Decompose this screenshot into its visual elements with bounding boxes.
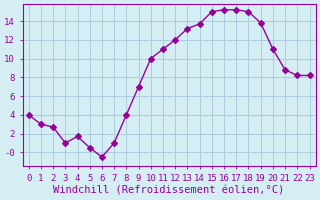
X-axis label: Windchill (Refroidissement éolien,°C): Windchill (Refroidissement éolien,°C) [53, 186, 285, 196]
